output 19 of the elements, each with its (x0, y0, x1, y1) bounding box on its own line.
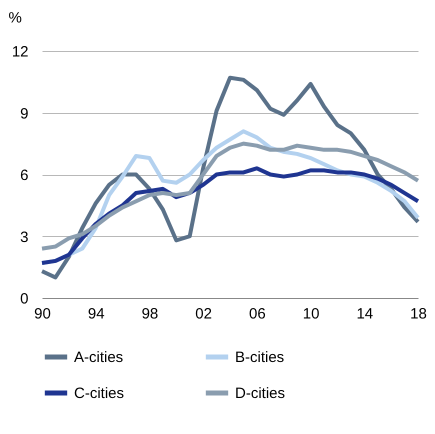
y-tick-label: 6 (20, 167, 28, 184)
x-tick-label: 02 (195, 306, 212, 322)
legend-label: C-cities (74, 385, 124, 402)
y-tick-label: 12 (12, 44, 28, 60)
y-axis-title: % (8, 10, 22, 26)
x-tick-label: 06 (249, 306, 266, 322)
x-tick-label: 14 (356, 306, 374, 322)
y-tick-label: 0 (20, 290, 28, 308)
x-tick-label: 90 (34, 306, 51, 322)
x-tick-label: 10 (302, 306, 320, 322)
x-tick-label: 18 (410, 306, 427, 322)
y-tick-label: 3 (20, 228, 28, 246)
legend-label: A-cities (74, 349, 124, 366)
legend-label: D-cities (235, 385, 286, 402)
legend-label: B-cities (235, 349, 284, 366)
x-tick-label: 98 (142, 306, 158, 322)
y-tick-label: 9 (20, 105, 28, 122)
line-series (40, 142, 420, 251)
x-tick-label: 94 (88, 306, 105, 322)
